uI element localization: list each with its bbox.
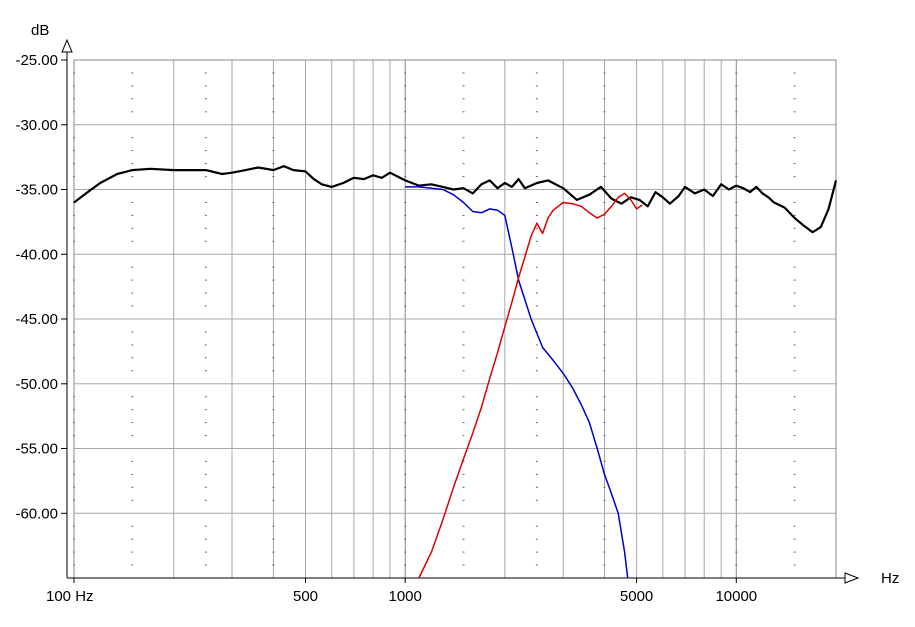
series-group [73, 165, 838, 579]
y-tick-label: -35.00 [15, 182, 58, 199]
y-tick-label: -55.00 [15, 441, 58, 458]
x-axis-arrow-icon [844, 572, 860, 584]
y-axis-unit: dB [31, 22, 49, 39]
x-tick-labels: 100 Hz 500 1000 5000 10000 [46, 588, 757, 605]
axes [61, 38, 860, 584]
x-tick-label: 100 Hz [46, 588, 94, 605]
y-tick-label: -40.00 [15, 246, 58, 263]
y-tick-label: -25.00 [15, 52, 58, 69]
x-tick-label: 5000 [620, 588, 653, 605]
y-tick-labels: -25.00 -30.00 -35.00 -40.00 -45.00 -50.00 -55.… [15, 52, 58, 522]
y-axis-arrow-icon [61, 38, 73, 53]
series-line-0 [73, 165, 838, 234]
y-tick-label: -60.00 [15, 505, 58, 522]
y-tick-label: -30.00 [15, 117, 58, 134]
x-tick-label: 10000 [715, 588, 757, 605]
series-line-2 [418, 192, 643, 579]
x-axis-unit: Hz [881, 570, 899, 587]
series-line-1 [405, 186, 629, 579]
y-tick-label: -50.00 [15, 376, 58, 393]
x-tick-label: 500 [293, 588, 318, 605]
x-tick-label: 1000 [389, 588, 422, 605]
y-tick-label: -45.00 [15, 311, 58, 328]
grid-lines [73, 59, 837, 579]
